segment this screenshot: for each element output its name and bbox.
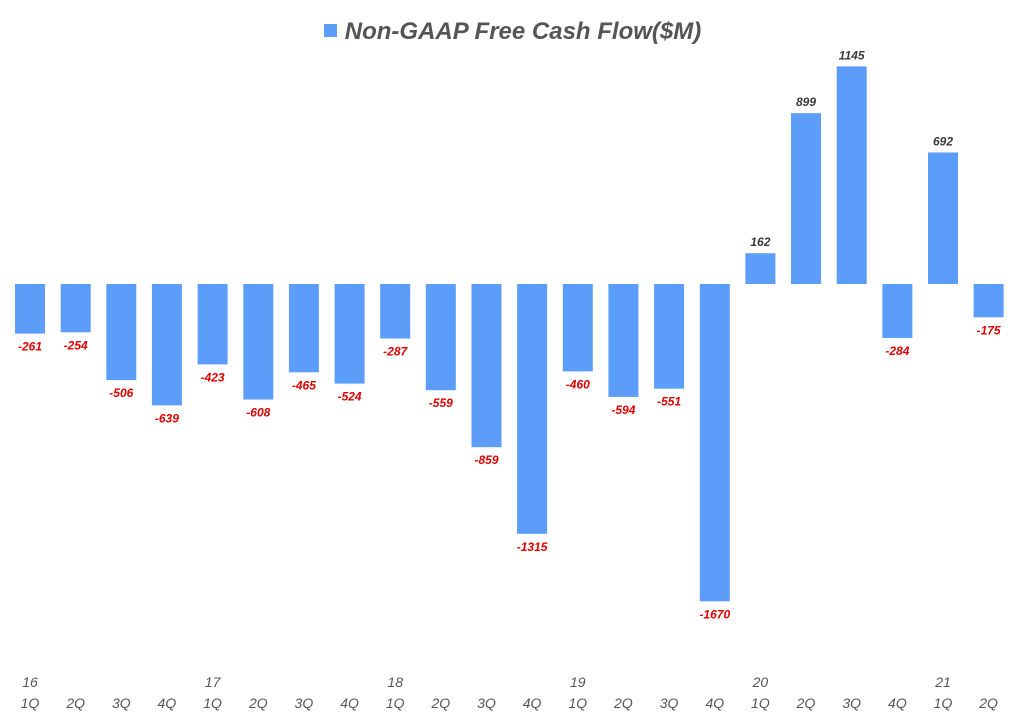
bar-11 <box>471 284 502 448</box>
value-label-15: -551 <box>657 395 681 409</box>
bar-10 <box>425 284 456 391</box>
year-tick-1: 16 <box>22 674 38 690</box>
value-label-4: -639 <box>155 411 179 425</box>
value-label-9: -287 <box>383 345 408 359</box>
legend-swatch <box>323 23 337 37</box>
legend-label: Non-GAAP Free Cash Flow($M) <box>344 18 702 45</box>
bar-12 <box>517 284 548 534</box>
bar-15 <box>654 284 685 389</box>
quarter-tick-1: 1Q <box>21 695 40 711</box>
bar-21 <box>928 152 958 284</box>
quarter-tick-21: 1Q <box>934 695 953 711</box>
quarter-tick-17: 1Q <box>751 695 770 711</box>
bar-16 <box>699 284 730 602</box>
bar-13 <box>562 284 593 372</box>
bar-18 <box>791 113 821 284</box>
bars-group <box>15 66 1004 602</box>
year-tick-5: 17 <box>205 674 222 690</box>
value-label-6: -608 <box>246 406 270 420</box>
value-label-14: -594 <box>611 403 635 417</box>
bar-22 <box>973 284 1004 318</box>
value-label-22: -175 <box>977 323 1001 337</box>
legend: Non-GAAP Free Cash Flow($M) <box>0 18 1025 46</box>
year-tick-17: 20 <box>752 674 769 690</box>
value-label-21: 692 <box>933 135 953 149</box>
value-label-2: -254 <box>64 338 88 352</box>
bar-20 <box>882 284 913 338</box>
bar-8 <box>334 284 365 384</box>
bar-2 <box>60 284 91 333</box>
value-label-7: -465 <box>292 378 316 392</box>
value-label-19: 1145 <box>839 48 865 62</box>
bar-4 <box>151 284 182 406</box>
quarter-tick-2: 2Q <box>65 695 85 711</box>
value-label-1: -261 <box>18 340 42 354</box>
quarter-tick-4: 4Q <box>158 695 177 711</box>
year-tick-21: 21 <box>934 674 951 690</box>
quarter-tick-16: 4Q <box>705 695 724 711</box>
quarter-tick-10: 2Q <box>430 695 450 711</box>
value-label-13: -460 <box>566 377 590 391</box>
value-label-5: -423 <box>201 370 225 384</box>
quarter-tick-5: 1Q <box>203 695 222 711</box>
quarter-tick-20: 4Q <box>888 695 907 711</box>
quarter-tick-3: 3Q <box>112 695 131 711</box>
value-labels-group: -261 -254 -506 -639 -423 -608 -465 -524 -287 -559… <box>18 48 1001 621</box>
value-label-3: -506 <box>109 386 133 400</box>
value-label-8: -524 <box>338 390 362 404</box>
quarter-tick-14: 2Q <box>613 695 633 711</box>
quarter-tick-12: 4Q <box>523 695 542 711</box>
bar-7 <box>288 284 319 373</box>
value-label-11: -859 <box>474 453 498 467</box>
year-tick-13: 19 <box>570 674 586 690</box>
bar-5 <box>197 284 228 365</box>
value-label-12: -1315 <box>517 540 548 554</box>
value-label-20: -284 <box>885 344 909 358</box>
value-label-16: -1670 <box>699 607 730 621</box>
bar-17 <box>745 253 776 284</box>
bar-1 <box>15 284 45 334</box>
quarter-tick-18: 2Q <box>796 695 816 711</box>
value-label-17: 162 <box>750 235 770 249</box>
year-tick-9: 18 <box>387 674 403 690</box>
bar-3 <box>106 284 137 381</box>
value-label-10: -559 <box>429 396 453 410</box>
quarter-tick-6: 2Q <box>248 695 268 711</box>
quarter-tick-15: 3Q <box>660 695 679 711</box>
quarter-tick-19: 3Q <box>842 695 861 711</box>
quarter-tick-7: 3Q <box>295 695 314 711</box>
bar-6 <box>243 284 274 400</box>
bar-19 <box>836 66 867 285</box>
x-axis-ticks: 16 1Q 2Q 3Q 4Q 17 1Q 2Q 3Q 4Q 18 1Q 2Q 3Q 4Q 19 1Q 2Q 3Q 4Q… <box>21 674 998 711</box>
quarter-tick-22: 2Q <box>978 695 998 711</box>
bar-14 <box>608 284 639 397</box>
quarter-tick-13: 1Q <box>568 695 587 711</box>
quarter-tick-8: 4Q <box>340 695 359 711</box>
bar-9 <box>380 284 411 339</box>
quarter-tick-9: 1Q <box>386 695 405 711</box>
value-label-18: 899 <box>796 95 816 109</box>
quarter-tick-11: 3Q <box>477 695 496 711</box>
